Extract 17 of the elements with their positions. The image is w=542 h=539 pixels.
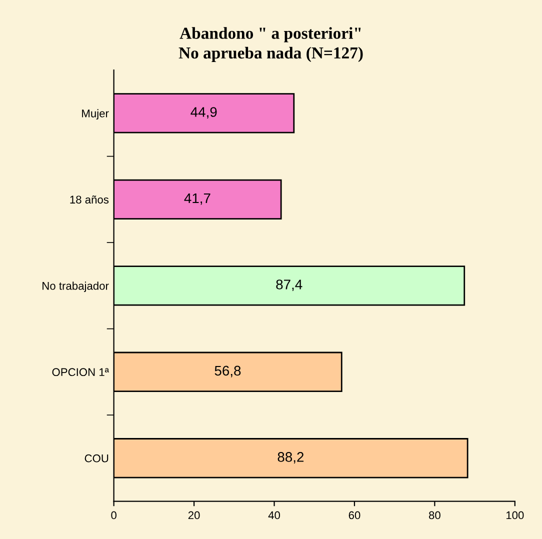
data-label: 56,8 [214,366,241,378]
y-tick-label: OPCION 1ª [52,368,109,376]
y-tick-label: No trabajador [42,282,109,292]
data-label: 44,9 [190,107,217,119]
x-tick-label: 40 [268,511,280,520]
data-label: 87,4 [276,280,302,292]
x-tick-label: 80 [428,511,440,520]
x-tick-label: 0 [111,511,116,520]
data-label: 88,2 [278,452,304,464]
x-tick-label: 60 [348,511,360,520]
data-label: 41,7 [184,193,210,205]
chart-title: Abandono " a posteriori" No aprueba nada (N=127) [178,27,363,62]
x-tick-label: 100 [506,511,524,520]
y-tick-label: COU [84,454,108,462]
y-tick-label: 18 años [70,195,109,204]
x-tick-label: 20 [188,511,200,520]
y-tick-label: Mujer [82,109,109,120]
